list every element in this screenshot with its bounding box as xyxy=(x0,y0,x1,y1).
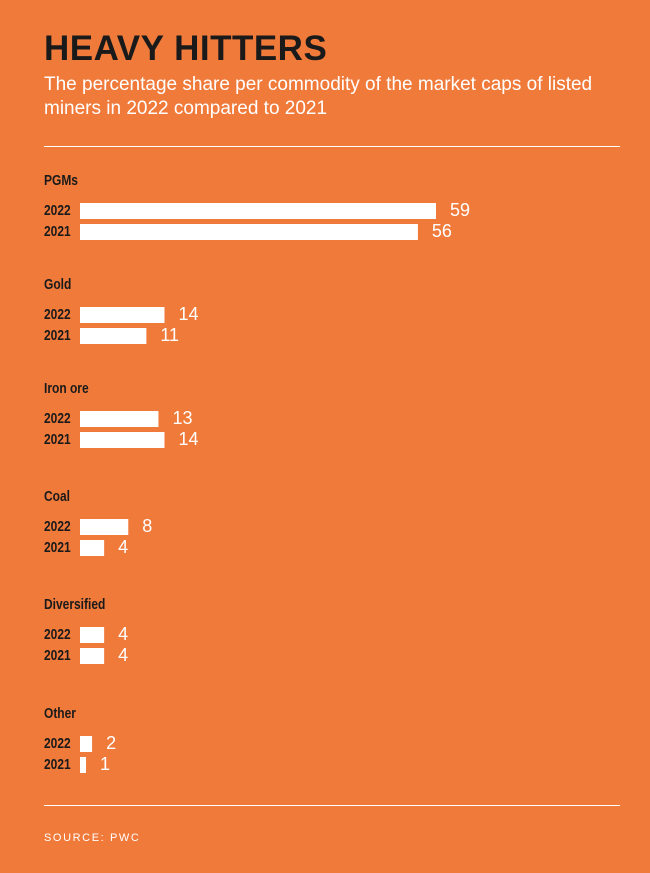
bar-other-2021 xyxy=(80,757,87,773)
bar-diversified-2021 xyxy=(80,648,105,664)
value-label-gold-2021: 11 xyxy=(160,325,179,345)
year-label-gold-2022: 2022 xyxy=(44,306,71,323)
year-label-gold-2021: 2021 xyxy=(44,327,71,344)
year-label-pgms-2022: 2022 xyxy=(44,202,71,219)
bar-iron-ore-2021 xyxy=(80,432,165,448)
value-label-other-2022: 2 xyxy=(106,733,116,753)
category-label-other: Other xyxy=(44,705,77,722)
year-label-other-2021: 2021 xyxy=(44,756,71,773)
year-label-other-2022: 2022 xyxy=(44,735,71,752)
bar-iron-ore-2022 xyxy=(80,411,159,427)
value-label-coal-2021: 4 xyxy=(118,537,128,557)
source-credit: SOURCE: PWC xyxy=(44,832,141,844)
year-label-diversified-2022: 2022 xyxy=(44,626,71,643)
year-label-iron-ore-2022: 2022 xyxy=(44,410,71,427)
bar-gold-2022 xyxy=(80,307,165,323)
bottom-divider xyxy=(44,805,620,806)
bar-pgms-2021 xyxy=(80,224,418,240)
year-label-coal-2022: 2022 xyxy=(44,518,71,535)
category-label-gold: Gold xyxy=(44,276,71,293)
bar-gold-2021 xyxy=(80,328,147,344)
bar-diversified-2022 xyxy=(80,627,105,643)
value-label-other-2021: 1 xyxy=(100,754,110,774)
category-label-iron-ore: Iron ore xyxy=(44,380,89,397)
category-label-pgms: PGMs xyxy=(44,172,78,189)
chart-subtitle: The percentage share per commodity of th… xyxy=(44,74,593,119)
value-label-iron-ore-2022: 13 xyxy=(172,408,192,428)
value-label-iron-ore-2021: 14 xyxy=(178,429,198,449)
bar-pgms-2022 xyxy=(80,203,436,219)
chart-title: HEAVY HITTERS xyxy=(44,29,328,68)
value-label-pgms-2021: 56 xyxy=(432,221,452,241)
value-label-gold-2022: 14 xyxy=(178,304,198,324)
top-divider xyxy=(44,146,620,147)
year-label-iron-ore-2021: 2021 xyxy=(44,431,71,448)
category-label-coal: Coal xyxy=(44,488,70,505)
year-label-pgms-2021: 2021 xyxy=(44,223,71,240)
year-label-coal-2021: 2021 xyxy=(44,539,71,556)
value-label-pgms-2022: 59 xyxy=(450,200,470,220)
value-label-diversified-2021: 4 xyxy=(118,645,128,665)
value-label-diversified-2022: 4 xyxy=(118,624,128,644)
bar-other-2022 xyxy=(80,736,93,752)
category-label-diversified: Diversified xyxy=(44,596,105,613)
value-label-coal-2022: 8 xyxy=(142,516,152,536)
bar-coal-2021 xyxy=(80,540,105,556)
year-label-diversified-2021: 2021 xyxy=(44,647,71,664)
bar-coal-2022 xyxy=(80,519,129,535)
